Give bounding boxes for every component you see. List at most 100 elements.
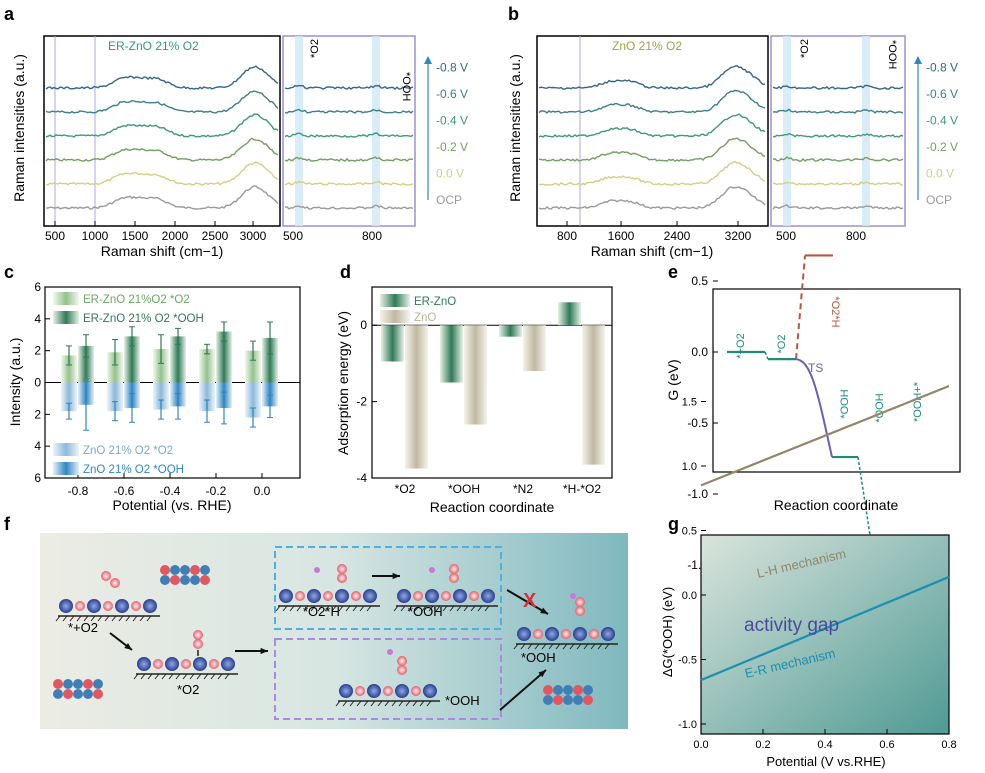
bar-d-s0-2 [499,325,522,337]
panel-c: c Intensity (a.u.) 6 4 2 0 2 4 6 -0.8 -0.6 -0.4 -0… [4,262,301,513]
cluster-atom-top-9 [200,575,210,585]
panel-label-c: c [4,262,14,282]
cluster-atom-final-7 [563,695,573,705]
label-o2: *O2 [177,682,199,697]
o-atom-a-o2h [337,573,347,583]
ytick-label-d-2: -4 [356,471,367,485]
spectrum-b-5 [538,64,766,90]
panel-label-e: e [668,262,678,282]
ytick-label-e-0: 0.5 [691,274,708,288]
ytick-label-g-4: -0.5 [678,655,697,667]
level-label-5: *OOH+* [912,381,924,422]
surface-hatch-s3-13 [366,605,372,612]
surface-hatch-s3-11 [352,605,358,612]
surface-atom-s3-2 [307,589,321,603]
bar-c-s0-3 [199,349,215,383]
surface-hatch-s2-5 [168,673,174,680]
surface-hatch-s2-10 [203,673,209,680]
surface-hatch-s5-5 [370,700,376,707]
surface-hatch-s6-5 [548,643,554,650]
reaction-arrowhead-0 [124,643,132,650]
spectrum-b-2 [772,156,904,162]
surface-hatch-s1-11 [132,615,138,622]
xtick-label-d-0: *O2 [395,482,416,496]
ylabel-g: ΔG(*OOH) (eV) [660,587,675,677]
cluster-atom-top-4 [200,565,210,575]
mechanism-line-1 [700,575,950,682]
surface-atom-s2-2 [165,657,179,671]
xtick-label-c-3: -0.2 [206,484,227,498]
cluster-atom-final-0 [543,685,553,695]
cluster-atom-bottom-1 [63,679,73,689]
reaction-arrow-4 [499,669,547,711]
reaction-arrowhead-2 [392,572,400,580]
reaction-arrow-3 [506,589,549,615]
xtick-label-a-0: 500 [45,229,65,243]
spectrum-b-5 [772,84,904,90]
potential-arrowhead-a [424,56,432,64]
surface-hatch-s3-10 [345,605,351,612]
bar-c-s1-1 [124,336,140,383]
bar-d-s1-2 [523,325,546,372]
marker-ooh-b: *OOH [886,40,898,69]
legend-item-5: -0.8 V [436,61,468,75]
cluster-atom-bottom-8 [83,689,93,699]
surface-atom-s6-6 [601,627,615,641]
surface-hatch-s1-7 [104,615,110,622]
spectrum-a-4 [284,108,414,114]
spectrum-b-4 [772,108,904,114]
surface-hatch-s6-1 [520,643,526,650]
xticks-a: 500 1000 1500 2000 2500 3000 [45,221,267,243]
h-atom-final [570,593,576,599]
reaction-arrowhead-1 [260,647,268,655]
inset-xtick-b-2: 800 [846,229,866,243]
lh-path-box [274,546,502,630]
legend-swatch-d-1 [380,310,410,323]
h-atom-o2h [314,567,320,573]
ytick-label-c-2: 2 [34,344,41,358]
o-atom-a-o2 [193,639,203,649]
surface-atom-s5-4 [395,684,409,698]
label-start: *+O2 [68,620,98,635]
spectrum-b-0 [538,186,766,210]
surface-hatch-s1-1 [62,615,68,622]
surface-atom-s1-1 [75,601,85,611]
bar-d-s1-1 [464,325,487,425]
surface-hatch-s3-3 [296,605,302,612]
cluster-atom-final-8 [573,695,583,705]
surface-hatch-s4-4 [421,605,427,612]
cluster-atom-final-2 [563,685,573,695]
bar-d-s0-0 [381,325,404,362]
surface-hatch-s3-2 [289,605,295,612]
marker-ooh-a: *OOH [400,72,412,101]
surface-hatch-s1-13 [146,615,152,622]
surface-hatch-s6-4 [541,643,547,650]
surface-hatch-s5-7 [384,700,390,707]
spectrum-a-5 [284,84,414,91]
surface-hatch-s3-7 [324,605,330,612]
xlabel-b: Raman shift (cm−1) [591,243,714,259]
surface-hatch-s3-9 [338,605,344,612]
surface-hatch-s4-10 [463,605,469,612]
surface-atom-s4-6 [481,589,495,603]
surface-atom-s2-6 [221,657,235,671]
marker-o2-a: *O2 [309,39,321,58]
surface-atom-s6-1 [533,629,543,639]
ytick-label-c-6: 6 [34,471,41,485]
legend-item-1: 0.0 V [436,167,464,181]
cluster-atom-bottom-2 [73,679,83,689]
bar-c-s2-0 [61,382,77,412]
inset-xtick-a-1: 500 [283,229,303,243]
surface-atom-s5-2 [367,684,381,698]
mechanism-line-0 [700,384,950,487]
xticks-b: 800 1600 2400 3200 [557,221,752,243]
legend-swatch-d-0 [380,294,410,307]
cluster-atom-bottom-4 [93,679,103,689]
surface-hatch-s6-13 [604,643,610,650]
surface-atom-s5-5 [411,686,421,696]
cluster-atom-top-0 [160,565,170,575]
o-atom-b-er [397,656,407,666]
surface-atom-s4-4 [453,589,467,603]
ytick-label-d-0: 0 [360,318,367,332]
ytick-label-c-0: 6 [34,280,41,294]
